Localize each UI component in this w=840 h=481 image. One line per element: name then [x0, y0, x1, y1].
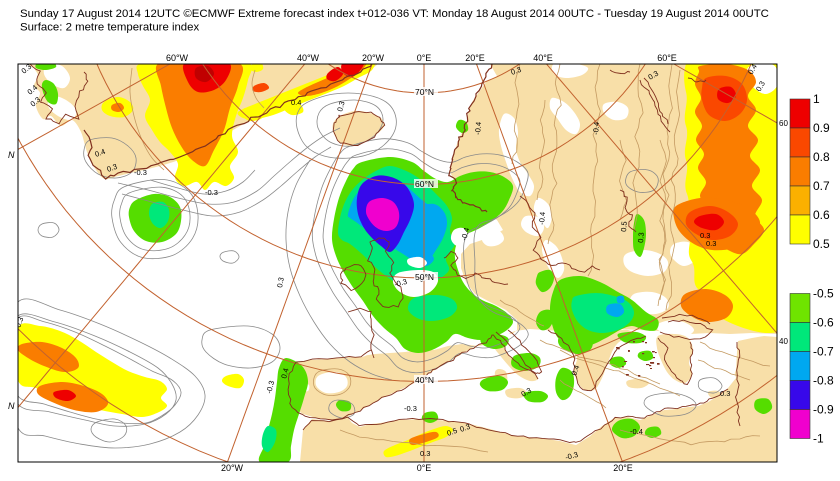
svg-text:-0.4: -0.4: [459, 227, 471, 242]
svg-text:0.4: 0.4: [569, 364, 581, 377]
svg-text:0.3: 0.3: [13, 316, 25, 329]
svg-text:0.3: 0.3: [335, 100, 346, 112]
svg-text:0.6: 0.6: [813, 208, 830, 222]
svg-text:-0.3: -0.3: [134, 168, 147, 177]
svg-text:-0.4: -0.4: [630, 427, 643, 436]
svg-text:0.3: 0.3: [510, 65, 523, 77]
svg-text:60°E: 60°E: [657, 53, 677, 63]
svg-text:-0.3: -0.3: [205, 188, 218, 197]
svg-text:60: 60: [779, 119, 788, 128]
svg-text:20°E: 20°E: [613, 463, 633, 473]
svg-text:70°N: 70°N: [415, 87, 434, 97]
svg-text:-0.3: -0.3: [564, 450, 579, 462]
svg-text:-1: -1: [813, 432, 824, 446]
svg-text:N: N: [8, 150, 15, 160]
svg-text:0°E: 0°E: [417, 53, 432, 63]
svg-text:-0.6: -0.6: [813, 316, 834, 330]
svg-text:0.3: 0.3: [706, 239, 716, 248]
svg-text:20°W: 20°W: [362, 53, 385, 63]
svg-text:60°W: 60°W: [166, 53, 189, 63]
svg-text:0.5: 0.5: [813, 237, 830, 251]
svg-text:-0.3: -0.3: [264, 380, 276, 395]
svg-text:40°W: 40°W: [297, 53, 320, 63]
svg-text:0.3: 0.3: [459, 422, 472, 434]
svg-text:0.3: 0.3: [420, 449, 430, 458]
svg-text:-0.3: -0.3: [393, 277, 408, 289]
svg-text:-0.4: -0.4: [473, 122, 483, 136]
svg-text:0.3: 0.3: [106, 162, 119, 174]
svg-text:0.4: 0.4: [94, 147, 107, 159]
svg-text:0.5: 0.5: [619, 221, 629, 232]
svg-text:0.8: 0.8: [813, 150, 830, 164]
svg-text:0.9: 0.9: [813, 121, 830, 135]
svg-text:-0.4: -0.4: [537, 212, 547, 226]
svg-text:0.4: 0.4: [291, 98, 301, 107]
svg-text:Sunday 17 August 2014 12UTC ©E: Sunday 17 August 2014 12UTC ©ECMWF Extre…: [20, 8, 769, 20]
svg-text:0.3: 0.3: [720, 389, 730, 398]
svg-text:0.3: 0.3: [700, 231, 710, 240]
svg-text:-0.4: -0.4: [591, 122, 601, 136]
svg-text:20°W: 20°W: [221, 463, 244, 473]
svg-text:50°N: 50°N: [415, 272, 434, 282]
svg-text:1: 1: [813, 92, 820, 106]
svg-text:40°E: 40°E: [533, 53, 553, 63]
svg-text:-0.3: -0.3: [404, 404, 417, 413]
svg-text:0.4: 0.4: [279, 367, 290, 379]
svg-text:-0.7: -0.7: [813, 345, 834, 359]
svg-text:40: 40: [779, 337, 788, 346]
svg-text:-0.8: -0.8: [813, 374, 834, 388]
svg-text:20°E: 20°E: [465, 53, 485, 63]
svg-text:0.3: 0.3: [636, 232, 646, 243]
svg-text:N: N: [8, 401, 15, 411]
svg-text:-0.5: -0.5: [813, 287, 834, 301]
svg-text:-0.9: -0.9: [813, 403, 834, 417]
svg-text:0.7: 0.7: [813, 179, 830, 193]
svg-text:0.5: 0.5: [446, 426, 459, 438]
svg-text:0.3: 0.3: [275, 277, 286, 289]
svg-text:0.3: 0.3: [20, 62, 34, 76]
svg-text:60°N: 60°N: [415, 179, 434, 189]
svg-text:40°N: 40°N: [415, 375, 434, 385]
svg-text:0°E: 0°E: [417, 463, 432, 473]
svg-text:Surface: 2 metre temperature i: Surface: 2 metre temperature index: [20, 22, 199, 34]
